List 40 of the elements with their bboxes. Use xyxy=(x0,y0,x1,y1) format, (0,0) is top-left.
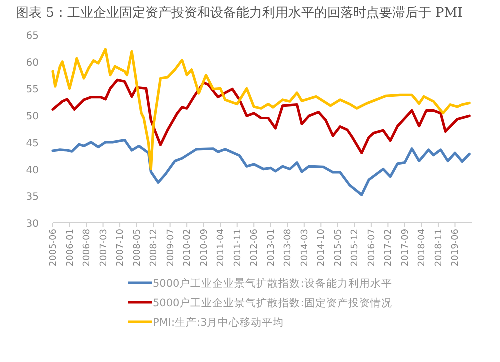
x-tick-label: 2009-07 xyxy=(166,229,176,267)
x-tick-label: 2010-09 xyxy=(200,228,210,267)
y-tick-label: 40 xyxy=(26,165,39,176)
x-tick-label: 2006-01 xyxy=(66,229,76,267)
x-tick-label: 2014-03 xyxy=(300,229,310,267)
x-tick-label: 2010-02 xyxy=(183,229,194,267)
x-tick-label: 2008-05 xyxy=(132,229,143,267)
y-tick-label: 55 xyxy=(26,84,39,96)
x-tick-label: 2017-09 xyxy=(400,228,411,267)
y-tick-label: 30 xyxy=(26,219,39,230)
x-tick-label: 2007-03 xyxy=(99,229,110,267)
x-tick-label: 2005-06 xyxy=(49,228,59,267)
x-tick-label: 2018-11 xyxy=(434,229,444,267)
x-tick-label: 2014-10 xyxy=(317,228,328,267)
y-tick-label: 45 xyxy=(26,138,39,150)
y-tick-label: 60 xyxy=(26,58,39,69)
line-series xyxy=(52,48,471,171)
x-tick-label: 2018-04 xyxy=(418,228,428,267)
legend-label: 5000户工业企业景气扩散指数:设备能力利用水平 xyxy=(153,277,392,290)
x-tick-label: 2015-05 xyxy=(334,229,344,267)
x-tick-label: 2013-01 xyxy=(266,229,277,267)
x-tick-label: 2007-10 xyxy=(116,228,126,267)
legend-label: 5000户工业企业景气扩散指数:固定资产投资情况 xyxy=(153,296,392,310)
legend-label: PMI:生产:3月中心移动平均 xyxy=(153,316,284,329)
x-tick-label: 2013-08 xyxy=(284,228,294,267)
x-tick-label: 2019-06 xyxy=(451,228,462,267)
line-series xyxy=(52,138,471,196)
x-tick-label: 2011-04 xyxy=(216,228,227,267)
x-tick-label: 2017-02 xyxy=(384,229,394,267)
x-tick-label: 2011-11 xyxy=(233,229,244,267)
x-tick-label: 2008-12 xyxy=(150,229,160,267)
y-tick-label: 35 xyxy=(26,192,39,204)
x-tick-label: 2016-07 xyxy=(367,229,378,267)
y-tick-label: 65 xyxy=(26,31,39,42)
x-tick-label: 2012-06 xyxy=(250,228,260,267)
y-tick-label: 50 xyxy=(26,112,39,123)
line-series xyxy=(52,78,471,154)
x-tick-label: 2006-08 xyxy=(82,228,93,267)
x-tick-label: 2015-12 xyxy=(350,229,361,267)
chart-title: 图表 5：工业企业固定资产投资和设备能力利用水平的回落时点要滞后于 PMI xyxy=(16,6,463,21)
